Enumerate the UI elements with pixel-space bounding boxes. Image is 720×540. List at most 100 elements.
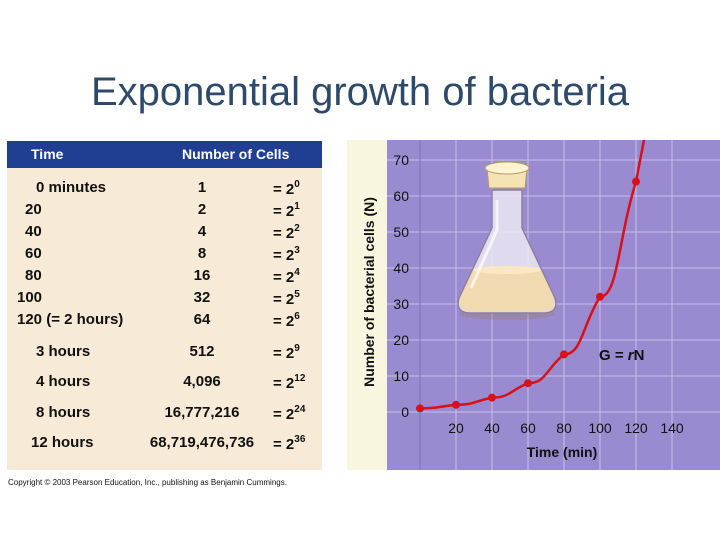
data-point — [632, 177, 640, 186]
time-cell: 60 — [25, 245, 42, 262]
power-exponent: 1 — [294, 201, 300, 212]
header-cells: Number of Cells — [182, 146, 290, 162]
growth-chart-panel: 0 10 20 30 40 50 60 70 20 40 60 80 100 120 140 G = rN … — [347, 87, 720, 470]
data-point — [416, 404, 424, 413]
power-base: = 2 — [273, 291, 295, 308]
power-exponent: 12 — [294, 373, 306, 384]
y-tick-label: 10 — [393, 368, 409, 384]
power-of-two-cell: = 212 — [273, 373, 305, 392]
growth-equation: G = rN — [599, 347, 644, 364]
power-base: = 2 — [273, 203, 295, 220]
x-tick-label: 60 — [520, 420, 536, 436]
y-tick-label: 0 — [401, 404, 409, 420]
table-row: 100 32 = 25 — [7, 289, 322, 311]
time-cell: 40 — [25, 223, 42, 240]
power-of-two-cell: = 24 — [273, 267, 300, 286]
power-base: = 2 — [273, 247, 295, 264]
table-row: 20 2 = 21 — [7, 201, 322, 223]
x-tick-label: 20 — [448, 420, 464, 436]
cells-count-cell: 16 — [193, 267, 211, 284]
power-base: = 2 — [273, 313, 295, 330]
power-base: = 2 — [273, 375, 295, 392]
data-point — [452, 400, 460, 409]
x-tick-label: 140 — [660, 420, 684, 436]
table-row: 3 hours 512 = 29 — [7, 343, 322, 365]
y-tick-label: 20 — [393, 332, 409, 348]
cells-count-cell: 64 — [193, 311, 211, 328]
x-tick-label: 120 — [624, 420, 648, 436]
power-exponent: 36 — [294, 434, 306, 445]
y-axis-label: Number of bacterial cells (N) — [361, 197, 377, 387]
cells-count-cell: 512 — [189, 343, 215, 360]
power-exponent: 6 — [294, 311, 300, 322]
power-exponent: 2 — [294, 223, 300, 234]
power-of-two-cell: = 20 — [273, 179, 300, 198]
cells-count-cell: 4,096 — [183, 373, 221, 390]
power-of-two-cell: = 25 — [273, 289, 300, 308]
time-cell: 20 — [25, 201, 42, 218]
x-tick-label: 40 — [484, 420, 500, 436]
table-row: 80 16 = 24 — [7, 267, 322, 289]
power-exponent: 4 — [294, 267, 300, 278]
power-exponent: 5 — [294, 289, 300, 300]
cells-count-cell: 1 — [197, 179, 207, 196]
time-cell: 80 — [25, 267, 42, 284]
y-tick-label: 50 — [393, 224, 409, 240]
power-base: = 2 — [273, 436, 295, 453]
power-of-two-cell: = 236 — [273, 434, 305, 453]
power-base: = 2 — [273, 406, 295, 423]
table-row: 4 hours 4,096 = 212 — [7, 373, 322, 395]
copyright-notice: Copyright © 2003 Pearson Education, Inc.… — [8, 478, 287, 487]
data-point — [596, 292, 604, 301]
time-cell: 4 hours — [36, 373, 91, 390]
cells-count-cell: 68,719,476,736 — [149, 434, 255, 451]
power-of-two-cell: = 26 — [273, 311, 300, 330]
x-axis-label: Time (min) — [527, 444, 598, 460]
table-row: 40 4 = 22 — [7, 223, 322, 245]
power-of-two-cell: = 22 — [273, 223, 300, 242]
cells-count-cell: 8 — [197, 245, 207, 262]
power-base: = 2 — [273, 225, 295, 242]
table-header: Time Number of Cells — [7, 141, 322, 168]
power-of-two-cell: = 23 — [273, 245, 300, 264]
cells-count-cell: 32 — [193, 289, 211, 306]
power-exponent: 9 — [294, 343, 300, 354]
time-cell: 100 — [17, 289, 43, 306]
time-cell: 0 minutes — [36, 179, 107, 196]
table-row: 120 (= 2 hours) 64 = 26 — [7, 311, 322, 333]
y-tick-label: 40 — [393, 260, 409, 276]
header-time: Time — [31, 146, 64, 162]
power-exponent: 3 — [294, 245, 300, 256]
data-point — [524, 379, 532, 388]
power-exponent: 0 — [294, 179, 300, 190]
x-tick-label: 100 — [588, 420, 612, 436]
power-of-two-cell: = 224 — [273, 404, 305, 423]
table-row: 60 8 = 23 — [7, 245, 322, 267]
data-point — [488, 393, 496, 402]
growth-table: Time Number of Cells 0 minutes 1 = 20 20 2 = … — [7, 141, 322, 470]
power-exponent: 24 — [294, 404, 306, 415]
slide-title: Exponential growth of bacteria — [90, 70, 630, 114]
y-tick-label: 70 — [393, 152, 409, 168]
y-tick-label: 60 — [393, 188, 409, 204]
time-cell: 12 hours — [31, 434, 94, 451]
table-row: 12 hours 68,719,476,736 = 236 — [7, 434, 322, 456]
power-base: = 2 — [273, 269, 295, 286]
series-bacterial-cells — [416, 87, 656, 413]
power-base: = 2 — [273, 181, 295, 198]
power-base: = 2 — [273, 345, 295, 362]
time-cell: 120 (= 2 hours) — [17, 311, 124, 328]
time-cell: 8 hours — [36, 404, 91, 421]
x-tick-label: 80 — [556, 420, 572, 436]
table-row: 8 hours 16,777,216 = 224 — [7, 404, 322, 426]
time-cell: 3 hours — [36, 343, 91, 360]
flask-illustration — [457, 161, 557, 320]
cells-count-cell: 4 — [197, 223, 207, 240]
power-of-two-cell: = 21 — [273, 201, 300, 220]
power-of-two-cell: = 29 — [273, 343, 300, 362]
cells-count-cell: 16,777,216 — [164, 404, 240, 421]
table-row: 0 minutes 1 = 20 — [7, 179, 322, 201]
cells-count-cell: 2 — [197, 201, 207, 218]
data-point — [560, 350, 568, 359]
